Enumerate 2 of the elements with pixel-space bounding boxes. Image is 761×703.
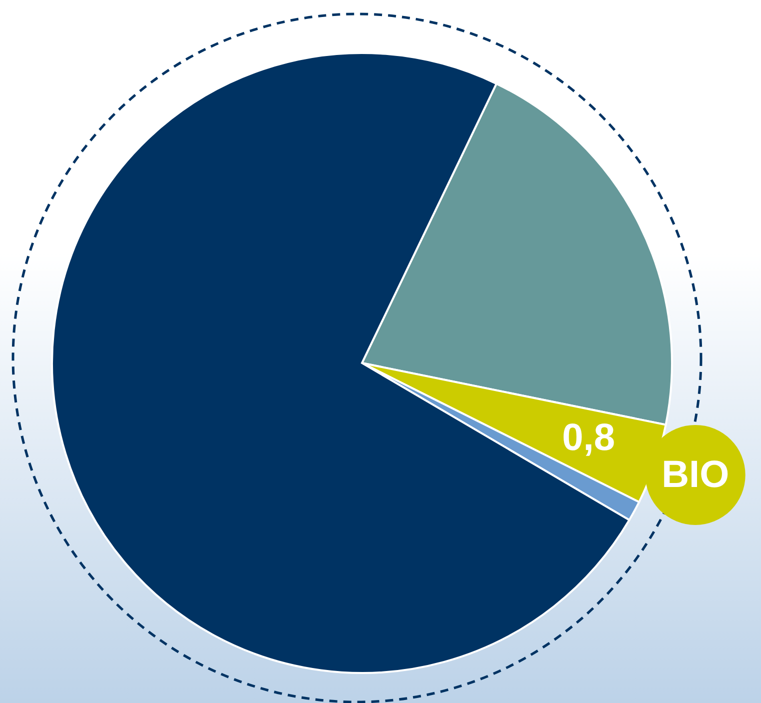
data-label: 0,8 — [562, 417, 615, 460]
slice-label: BIO — [662, 454, 730, 496]
